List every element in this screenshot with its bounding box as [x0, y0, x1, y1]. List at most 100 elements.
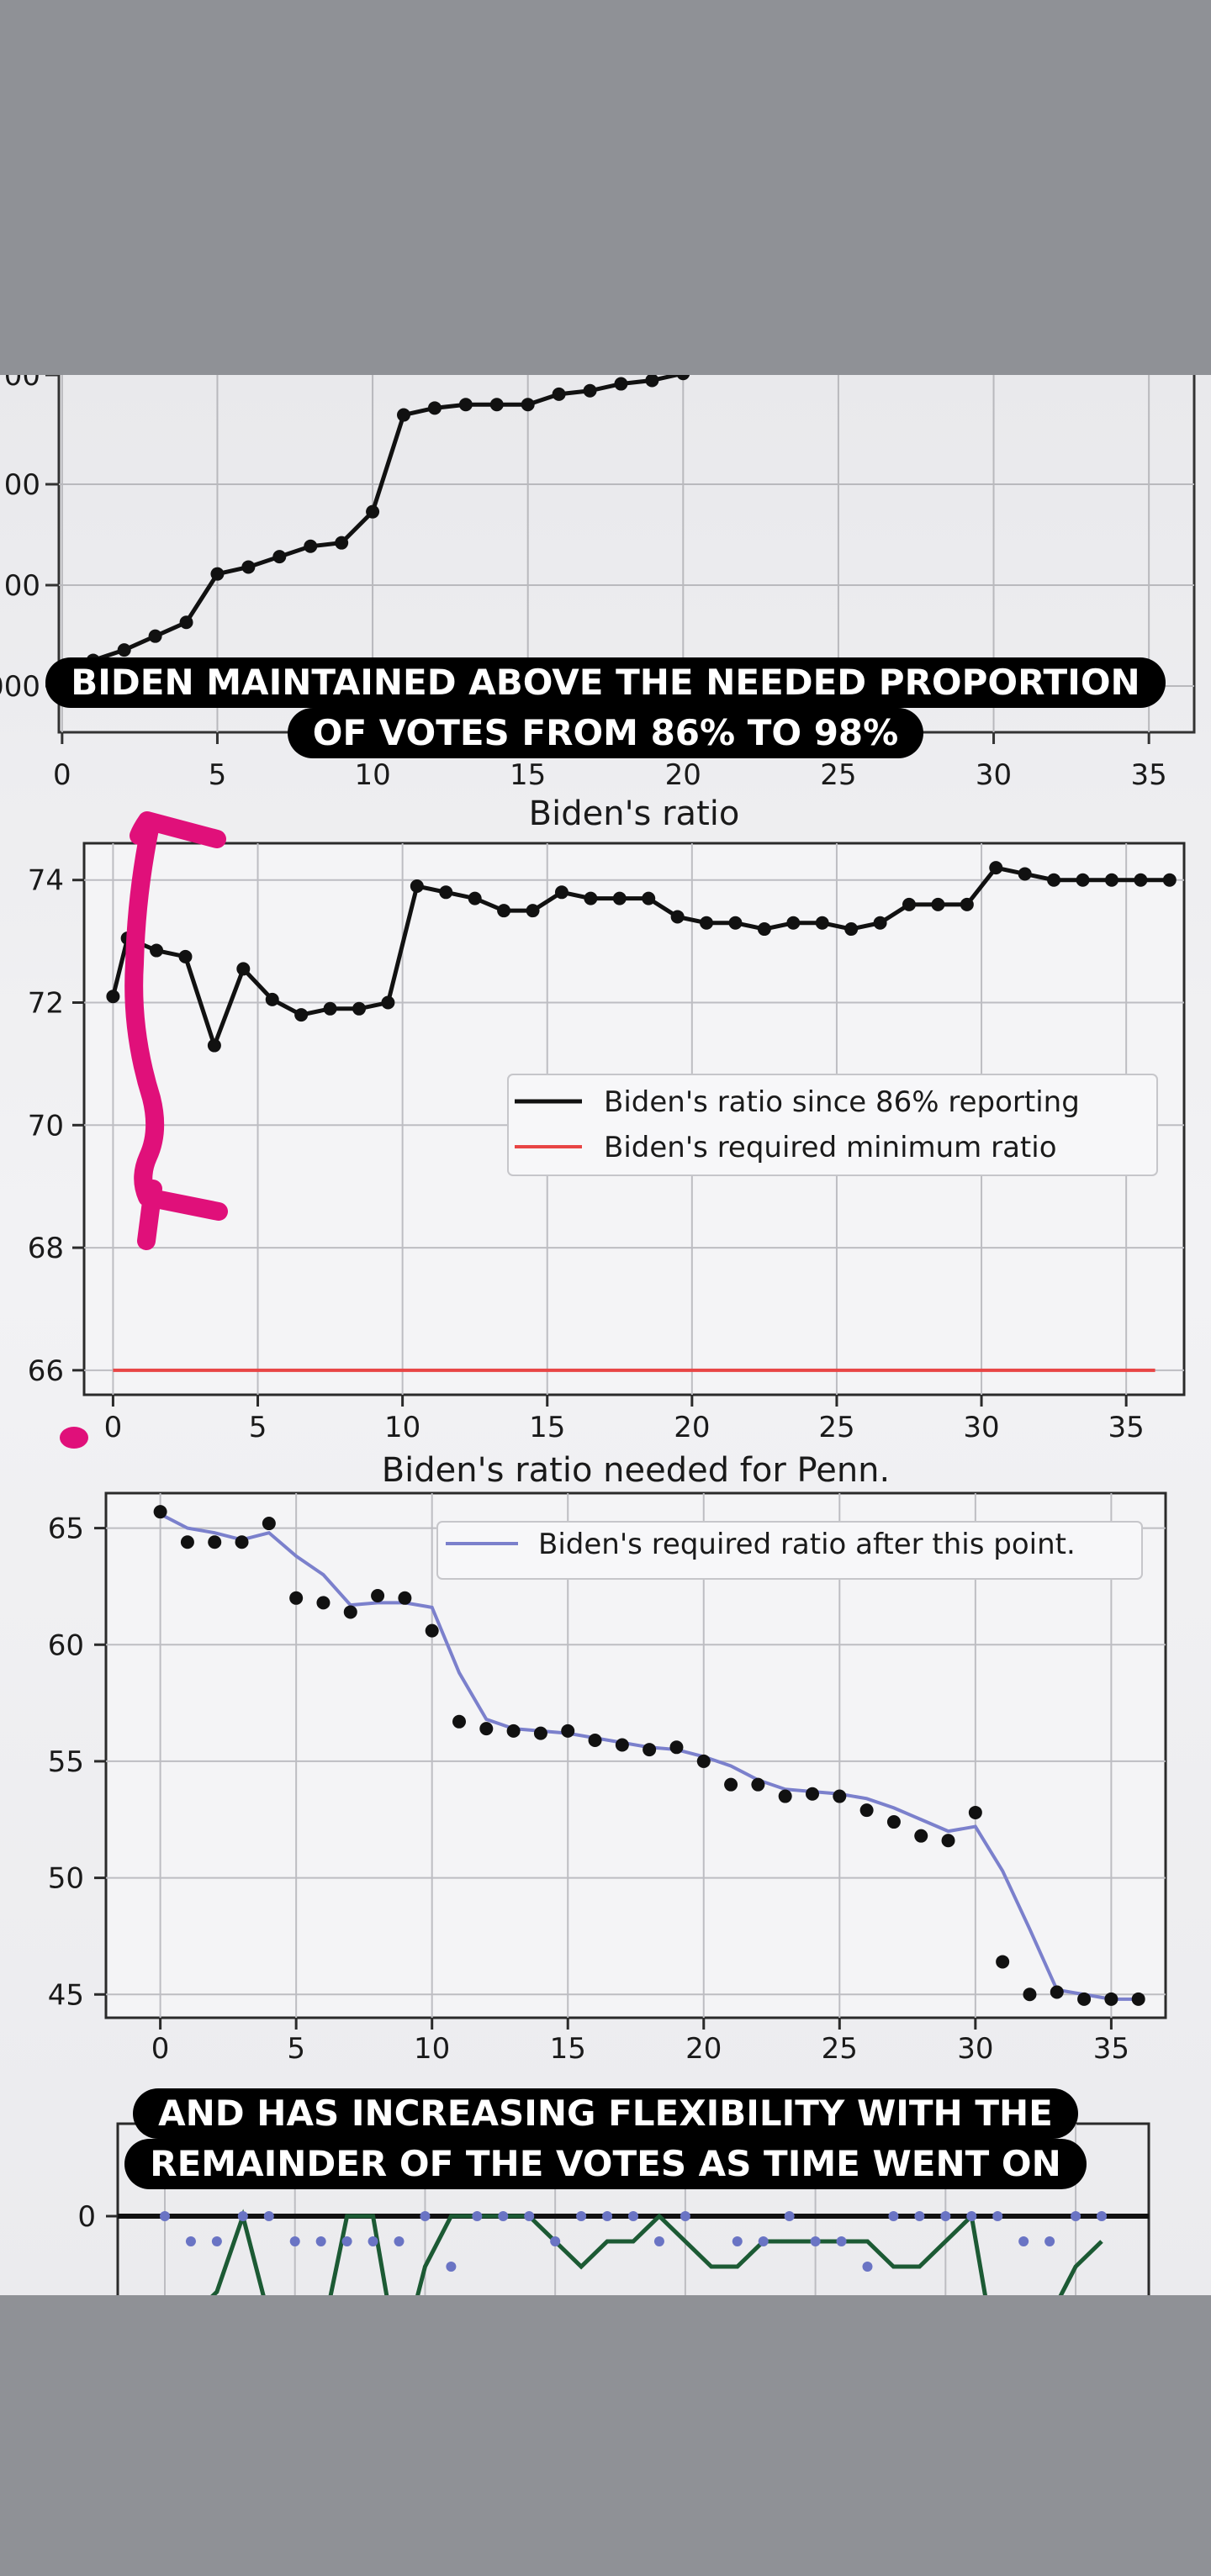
panel4-point [550, 2236, 561, 2246]
panel4-point [653, 2236, 664, 2246]
panel4-point [784, 2211, 795, 2221]
panel4-point [1044, 2236, 1055, 2246]
panel3-point [262, 1517, 276, 1531]
panel2-x-tick-label: 15 [529, 1411, 565, 1444]
panel3-point [235, 1535, 249, 1549]
panel2-ratio-point [670, 910, 685, 924]
panel2-bracket-annotation [124, 811, 228, 1250]
panel2-ratio-point [497, 904, 511, 918]
panel1-x-tick-label: 30 [976, 758, 1012, 792]
panel2-y-tick-label: 66 [28, 1354, 64, 1388]
panel4-point [888, 2211, 899, 2221]
panel1-x-tick-label: 20 [665, 758, 701, 792]
panel4-point [1097, 2211, 1107, 2221]
panel3-point [643, 1743, 657, 1757]
panel3-point [859, 1803, 874, 1818]
panel3-point [479, 1722, 494, 1736]
panel1-x-tick-label: 25 [820, 758, 856, 792]
panel4-point [1018, 2236, 1029, 2246]
panel4-point [914, 2211, 925, 2221]
panel2-ratio-point [931, 897, 945, 911]
panel4-point [862, 2262, 873, 2272]
panel2-ratio-point [873, 916, 887, 930]
panel3-point [316, 1596, 331, 1610]
panel1-point [583, 383, 597, 398]
panel2-ratio-point [844, 922, 859, 937]
panel2-ratio-point [265, 992, 279, 1006]
panel2-legend-label-ratio: Biden's ratio since 86% reporting [604, 1085, 1080, 1119]
panel4-point [1071, 2211, 1081, 2221]
panel1-x-tick-label: 5 [209, 758, 227, 792]
panel2-ratio-point [439, 885, 453, 900]
panel2-ratio-point [323, 1001, 337, 1016]
panel4-point [341, 2236, 352, 2246]
panel1-point [179, 615, 193, 630]
panel4-green-line [210, 2209, 1103, 2295]
panel3-x-tick-label: 15 [550, 2032, 586, 2066]
panel3-point [561, 1723, 575, 1738]
panel1-y-tick-label: 000 [0, 670, 40, 704]
panel2-legend [507, 1074, 1158, 1176]
panel2-y-tick-label: 70 [28, 1109, 64, 1143]
panel2-ratio-point [584, 891, 598, 905]
panel2-ratio-point [468, 891, 482, 905]
panel3-x-tick-label: 25 [822, 2032, 858, 2066]
panel1-point [427, 401, 442, 415]
panel3-point [833, 1789, 847, 1803]
panel3-point [180, 1535, 194, 1549]
panel2-x-tick-label: 5 [249, 1411, 267, 1444]
panel1-point [117, 643, 131, 657]
panel2-ratio-point [700, 916, 714, 930]
panel3-x-tick-label: 30 [957, 2032, 993, 2066]
panel1-point [397, 408, 410, 422]
panel2-y-tick-label: 74 [28, 864, 64, 898]
panel3-point [371, 1589, 385, 1603]
panel3-point [398, 1591, 412, 1605]
panel4-point [680, 2211, 690, 2221]
panel4-point [498, 2211, 509, 2221]
panel2-ratio-point [902, 897, 916, 911]
panel3-frame [104, 1491, 1167, 2019]
panel3-x-tick-label: 20 [685, 2032, 722, 2066]
panel2-ratio-point [381, 995, 395, 1010]
panel1-point [489, 398, 504, 412]
panel1-point [614, 377, 628, 391]
panel3-point [1104, 1992, 1118, 2006]
panel1-y-tick-label: 00 [4, 468, 40, 502]
panel2-ratio-point [728, 916, 743, 930]
panel3-point [914, 1829, 928, 1843]
panel2-ratio-point [1076, 873, 1090, 887]
panel1-point [645, 375, 659, 388]
panel3-point [1050, 1985, 1064, 1999]
panel4-point [576, 2211, 587, 2221]
panel2-ratio-point [642, 891, 656, 905]
panel2-ratio-point [178, 949, 193, 963]
panel3-title: Biden's ratio needed for Penn. [382, 1451, 891, 1490]
panel1-point [272, 550, 287, 564]
panel4-point [420, 2211, 431, 2221]
panel2-ratio-point [236, 962, 251, 976]
panel4-point [446, 2262, 457, 2272]
panel3-point [208, 1535, 222, 1549]
panel3-y-tick-label: 65 [48, 1512, 84, 1546]
panel4-point [211, 2236, 222, 2246]
panel2-x-tick-label: 0 [104, 1411, 123, 1444]
panel3-x-tick-label: 35 [1093, 2032, 1129, 2066]
top-caption-line-1: BIDEN MAINTAINED ABOVE THE NEEDED PROPOR… [45, 657, 1166, 708]
plots-svg: 0510152025303500000000005101520253035666… [0, 375, 1196, 2295]
top-caption: BIDEN MAINTAINED ABOVE THE NEEDED PROPOR… [0, 657, 1211, 758]
panel4-point [992, 2211, 1003, 2221]
panel3-point [941, 1834, 955, 1848]
panel1-point [304, 539, 318, 553]
panel1-y-tick-label: 00 [4, 569, 40, 603]
panel1-point [366, 504, 380, 519]
panel3-point [588, 1733, 602, 1747]
panel4-point [940, 2211, 951, 2221]
panel1-x-tick-label: 15 [510, 758, 546, 792]
panel1-point [521, 398, 535, 412]
panel3-y-tick-label: 45 [48, 1978, 84, 2012]
panel3-point [778, 1789, 792, 1803]
panel3-point [1131, 1992, 1145, 2006]
panel4-point [966, 2211, 977, 2221]
bottom-caption-line-2: REMAINDER OF THE VOTES AS TIME WENT ON [124, 2139, 1087, 2189]
